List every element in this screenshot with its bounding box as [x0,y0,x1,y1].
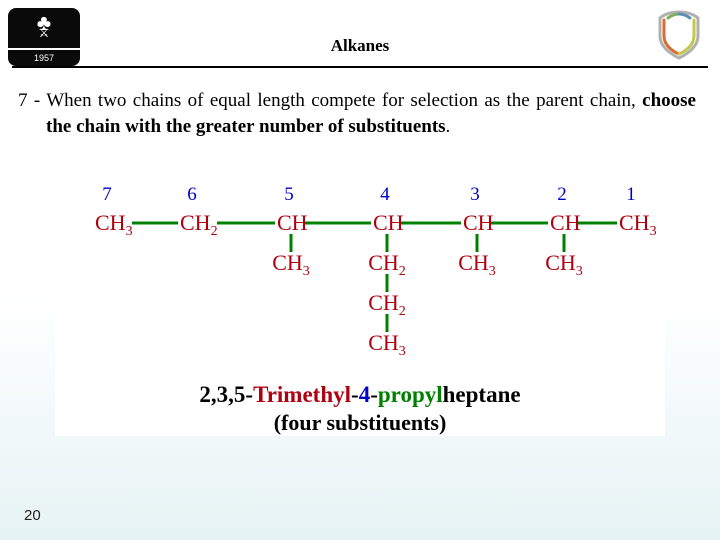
svg-text:CH3: CH3 [95,210,133,239]
svg-text:CH3: CH3 [272,250,310,279]
page-number: 20 [24,507,41,524]
svg-text:2: 2 [557,184,567,205]
rule-part-c: . [446,116,451,137]
svg-text:CH: CH [277,210,308,235]
svg-text:5: 5 [284,184,294,205]
header-rule [12,66,708,68]
svg-text:7: 7 [102,184,112,205]
svg-text:3: 3 [470,184,480,205]
rule-number: 7 - [18,90,40,111]
svg-text:(four substituents): (four substituents) [274,410,447,435]
svg-text:1: 1 [626,184,636,205]
svg-text:CH2: CH2 [180,210,218,239]
svg-text:CH3: CH3 [545,250,583,279]
header: ♣ ⚔ 1957 Alkanes [0,0,720,70]
chemical-structure: 7654321CH3CH2CHCHCHCHCH3CH3CH2CH2CH3CH3C… [55,176,665,436]
svg-text:CH: CH [463,210,494,235]
svg-text:CH: CH [373,210,404,235]
svg-text:2,3,5-Trimethyl-4-propylheptan: 2,3,5-Trimethyl-4-propylheptane [199,382,520,407]
svg-text:CH3: CH3 [458,250,496,279]
svg-text:6: 6 [187,184,197,205]
svg-text:CH3: CH3 [368,330,406,359]
svg-text:4: 4 [380,184,390,205]
page-title: Alkanes [0,36,720,56]
rule-text: 7 - When two chains of equal length comp… [18,88,696,139]
svg-text:CH: CH [550,210,581,235]
svg-text:CH3: CH3 [619,210,657,239]
rule-part-a: When two chains of equal length compete … [46,90,642,111]
